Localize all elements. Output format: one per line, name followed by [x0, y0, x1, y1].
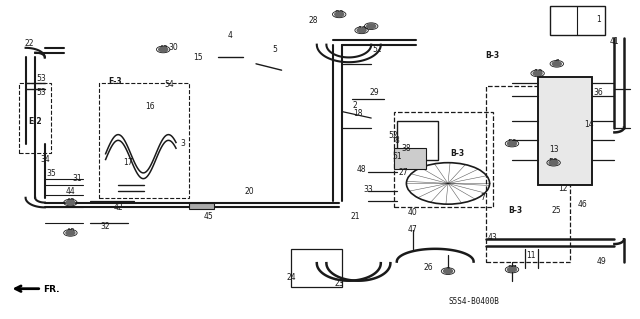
- Text: E-3: E-3: [108, 77, 122, 86]
- Bar: [486, 86, 570, 262]
- Text: 10: 10: [532, 69, 543, 78]
- Bar: [99, 83, 189, 198]
- Text: 13: 13: [548, 145, 559, 154]
- Text: 42: 42: [113, 203, 124, 212]
- Bar: [538, 77, 592, 185]
- Text: 50: 50: [507, 139, 517, 148]
- Text: 30: 30: [168, 43, 178, 52]
- Text: 50: 50: [548, 158, 559, 167]
- Text: 11: 11: [527, 251, 536, 260]
- Text: 3: 3: [180, 139, 185, 148]
- Text: 19: 19: [356, 26, 367, 35]
- Text: 7: 7: [481, 193, 486, 202]
- Text: 36: 36: [593, 88, 604, 97]
- Circle shape: [444, 269, 452, 273]
- Text: 44: 44: [65, 187, 76, 196]
- Circle shape: [66, 231, 75, 235]
- Text: 53: 53: [36, 88, 47, 97]
- Circle shape: [549, 160, 558, 165]
- Text: 6: 6: [554, 59, 559, 68]
- Text: 26: 26: [424, 263, 434, 272]
- Text: 34: 34: [40, 155, 50, 164]
- Text: 20: 20: [244, 187, 255, 196]
- Text: 28: 28: [309, 16, 318, 25]
- Circle shape: [533, 71, 542, 76]
- Text: 9: 9: [445, 267, 451, 276]
- Text: 45: 45: [203, 212, 213, 221]
- Circle shape: [367, 24, 376, 28]
- Circle shape: [552, 62, 561, 66]
- Text: 41: 41: [609, 37, 620, 46]
- Text: 16: 16: [145, 102, 156, 111]
- Text: 37: 37: [507, 265, 517, 274]
- Text: 18: 18: [354, 109, 363, 118]
- Text: 54: 54: [164, 80, 175, 89]
- Text: 32: 32: [100, 222, 111, 231]
- Text: 48: 48: [65, 228, 76, 237]
- Text: 40: 40: [408, 208, 418, 217]
- Text: 5: 5: [273, 45, 278, 54]
- Circle shape: [66, 200, 75, 205]
- Text: S5S4-B0400B: S5S4-B0400B: [448, 297, 499, 306]
- Text: 49: 49: [596, 257, 607, 266]
- Text: 43: 43: [488, 233, 498, 242]
- Text: 27: 27: [398, 168, 408, 177]
- Text: 35: 35: [46, 169, 56, 178]
- Text: 48: 48: [65, 198, 76, 207]
- Text: 29: 29: [369, 88, 380, 97]
- Bar: [394, 112, 493, 207]
- Bar: [397, 121, 438, 160]
- Text: 33: 33: [363, 185, 373, 194]
- Text: FR.: FR.: [44, 285, 60, 294]
- Text: 48: 48: [158, 45, 168, 54]
- Text: 46: 46: [577, 200, 588, 209]
- Bar: [19, 83, 51, 153]
- Text: 53: 53: [36, 74, 47, 83]
- Circle shape: [335, 12, 344, 17]
- Text: B-3: B-3: [486, 51, 500, 60]
- Text: 51: 51: [392, 152, 402, 161]
- Text: 23: 23: [334, 279, 344, 288]
- Text: 12: 12: [559, 184, 568, 193]
- Text: 4: 4: [228, 31, 233, 40]
- Bar: [291, 249, 342, 287]
- Text: 52: 52: [388, 131, 399, 140]
- Text: 22: 22: [24, 39, 33, 48]
- Text: 31: 31: [72, 174, 82, 183]
- Text: B-3: B-3: [508, 206, 522, 215]
- Text: 8: 8: [394, 136, 399, 145]
- Bar: [538, 77, 592, 185]
- Text: B-3: B-3: [451, 149, 465, 158]
- Text: 21: 21: [351, 212, 360, 221]
- Circle shape: [508, 267, 516, 272]
- Text: 1: 1: [596, 15, 601, 24]
- Text: 24: 24: [286, 273, 296, 282]
- Text: 47: 47: [408, 225, 418, 234]
- Circle shape: [159, 47, 168, 52]
- Circle shape: [508, 141, 516, 146]
- Circle shape: [357, 28, 366, 33]
- Text: 25: 25: [552, 206, 562, 215]
- Bar: [189, 203, 214, 209]
- Bar: [550, 6, 605, 35]
- Text: E-2: E-2: [28, 117, 42, 126]
- Text: 14: 14: [584, 120, 594, 129]
- Text: 38: 38: [401, 144, 412, 153]
- Text: 48: 48: [356, 165, 367, 174]
- Bar: [394, 148, 426, 169]
- Text: 17: 17: [123, 158, 133, 167]
- Text: 52: 52: [372, 45, 383, 54]
- Text: 2: 2: [353, 101, 358, 110]
- Text: 39: 39: [334, 10, 344, 19]
- Text: 15: 15: [193, 53, 204, 62]
